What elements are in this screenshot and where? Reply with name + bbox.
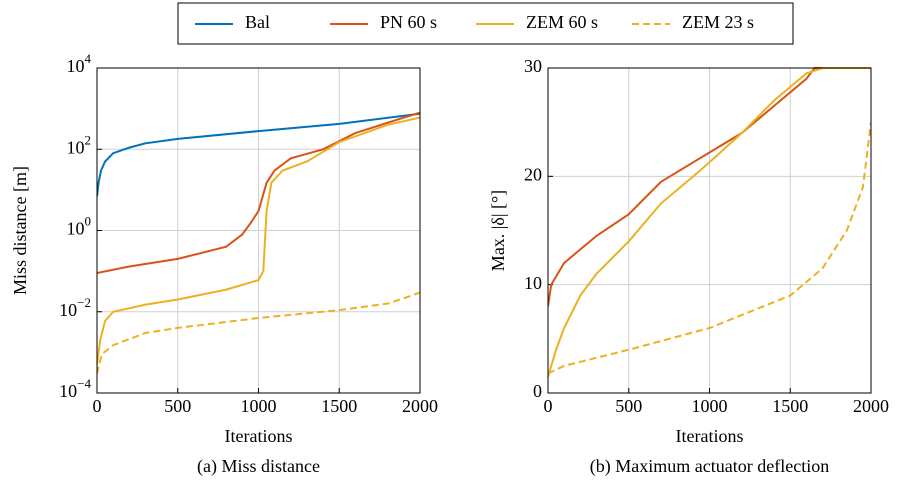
series-line xyxy=(548,67,871,307)
y-tick-label: 0 xyxy=(533,381,542,401)
y-tick-label: 102 xyxy=(67,132,92,157)
series-line xyxy=(97,116,420,365)
caption: (a) Miss distance xyxy=(197,456,320,477)
y-tick-label: 100 xyxy=(67,213,92,238)
x-tick-label: 0 xyxy=(544,396,553,416)
y-axis-label: Miss distance [m] xyxy=(10,166,30,295)
plot-frame xyxy=(96,67,421,394)
legend-label: ZEM 23 s xyxy=(682,12,754,32)
series-line xyxy=(97,291,420,374)
y-tick-label: 10 xyxy=(524,273,542,293)
x-axis-label: Iterations xyxy=(225,426,293,446)
series-line xyxy=(548,67,871,378)
x-axis-label: Iterations xyxy=(676,426,744,446)
series-line xyxy=(97,112,420,197)
legend-label: ZEM 60 s xyxy=(526,12,598,32)
series-line xyxy=(97,111,420,274)
plot-frame xyxy=(547,67,872,394)
x-tick-label: 1000 xyxy=(241,396,277,416)
y-axis-label: Max. |δ| [°] xyxy=(488,190,508,271)
x-tick-label: 0 xyxy=(93,396,102,416)
y-tick-label: 30 xyxy=(524,56,542,76)
x-tick-label: 1500 xyxy=(772,396,808,416)
y-tick-label: 10−4 xyxy=(59,376,91,401)
x-tick-label: 2000 xyxy=(402,396,438,416)
legend-label: PN 60 s xyxy=(380,12,437,32)
legend-label: Bal xyxy=(245,12,270,32)
series-line xyxy=(548,122,871,375)
y-tick-label: 20 xyxy=(524,164,542,184)
caption: (b) Maximum actuator deflection xyxy=(590,456,829,477)
x-tick-label: 1500 xyxy=(321,396,357,416)
x-tick-label: 1000 xyxy=(692,396,728,416)
x-tick-label: 500 xyxy=(615,396,642,416)
y-tick-label: 104 xyxy=(67,51,92,76)
x-tick-label: 2000 xyxy=(853,396,889,416)
x-tick-label: 500 xyxy=(164,396,191,416)
y-tick-label: 10−2 xyxy=(59,295,91,320)
